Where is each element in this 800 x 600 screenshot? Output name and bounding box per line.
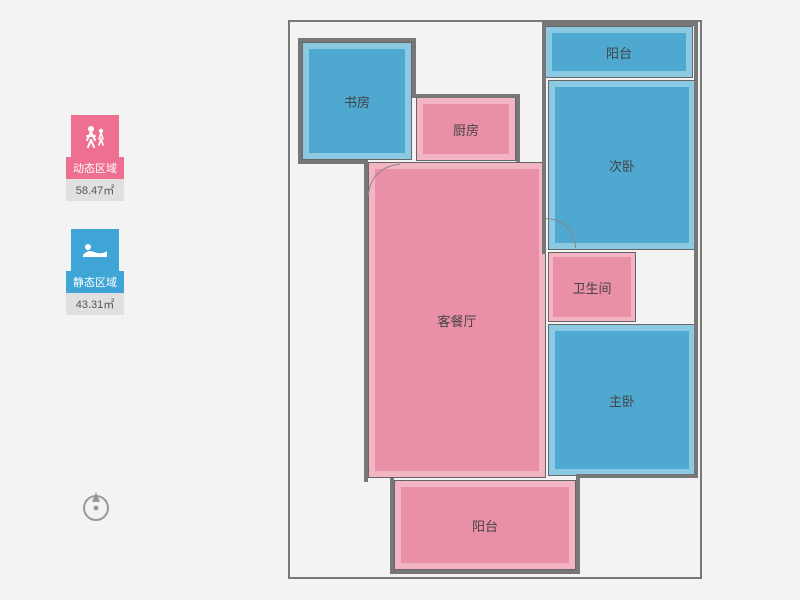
- floor-plan: 书房 阳台 厨房 次卧 客餐厅 卫生间 主卧 阳台: [290, 22, 700, 577]
- legend: 动态区域 58.47㎡ 静态区域 43.31㎡: [60, 115, 130, 343]
- legend-dynamic-label: 动态区域: [66, 157, 124, 179]
- room-label: 客餐厅: [437, 311, 476, 330]
- room-balcony-north: 阳台: [545, 26, 693, 78]
- room-label: 卫生间: [572, 278, 611, 297]
- room-study: 书房: [302, 42, 412, 160]
- room-main-bedroom: 主卧: [548, 324, 696, 476]
- wall: [516, 94, 520, 162]
- rest-icon: [71, 229, 119, 271]
- wall: [412, 94, 520, 98]
- room-label: 阳台: [606, 43, 632, 62]
- activity-icon: [71, 115, 119, 157]
- legend-dynamic: 动态区域 58.47㎡: [60, 115, 130, 201]
- room-living: 客餐厅: [368, 162, 546, 478]
- legend-dynamic-value: 58.47㎡: [66, 179, 124, 201]
- wall: [364, 160, 368, 482]
- legend-static-value: 43.31㎡: [66, 293, 124, 315]
- wall: [298, 160, 368, 164]
- compass-icon: [78, 488, 114, 529]
- wall: [390, 478, 394, 574]
- room-label: 书房: [344, 92, 370, 111]
- legend-static-label: 静态区域: [66, 271, 124, 293]
- legend-static: 静态区域 43.31㎡: [60, 229, 130, 315]
- room-secondary-bedroom: 次卧: [548, 80, 696, 250]
- wall: [542, 22, 698, 26]
- room-label: 厨房: [453, 120, 479, 139]
- wall: [298, 38, 302, 164]
- wall: [578, 474, 698, 478]
- room-label: 阳台: [472, 516, 498, 535]
- wall: [576, 474, 580, 574]
- wall: [298, 38, 416, 42]
- room-label: 次卧: [609, 156, 635, 175]
- room-bathroom: 卫生间: [548, 252, 636, 322]
- wall: [412, 38, 416, 98]
- room-balcony-south: 阳台: [394, 480, 576, 570]
- room-kitchen: 厨房: [416, 97, 516, 161]
- room-label: 主卧: [609, 391, 635, 410]
- wall: [390, 570, 580, 574]
- wall: [694, 22, 698, 478]
